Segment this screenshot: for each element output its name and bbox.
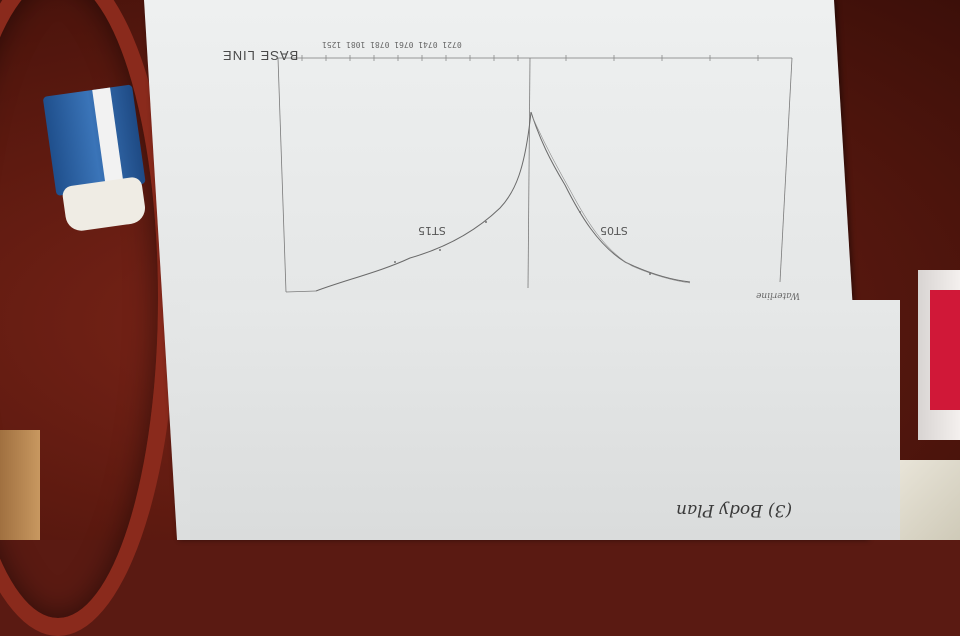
waterline-left: [285, 290, 317, 293]
base-line-ticks: [301, 55, 759, 61]
frame-left-edge: [277, 57, 287, 293]
sketch-frame: [277, 57, 793, 293]
center-line: [527, 57, 531, 289]
binder-red-cover: [930, 290, 960, 410]
drawing-paper-lower: [190, 300, 900, 540]
tick-labels: 0721 0741 0761 0781 1081 1251: [322, 40, 462, 49]
hull-points: [394, 211, 651, 275]
frame-right-edge: [779, 57, 793, 283]
station-left-label: ST15: [418, 224, 446, 237]
hull-curve-right-trace: [532, 117, 691, 284]
base-line-label: BASE LINE: [222, 48, 299, 63]
sheet-title: (3) Body Plan: [676, 500, 793, 520]
floor: [0, 430, 40, 540]
station-right-label: ST05: [600, 224, 628, 237]
book-corner: [900, 460, 960, 540]
body-plan-sketch: [277, 55, 793, 293]
hull-curve-right: [530, 111, 691, 283]
hull-curve-left: [315, 111, 532, 292]
waterline-label: Waterline: [756, 290, 800, 300]
